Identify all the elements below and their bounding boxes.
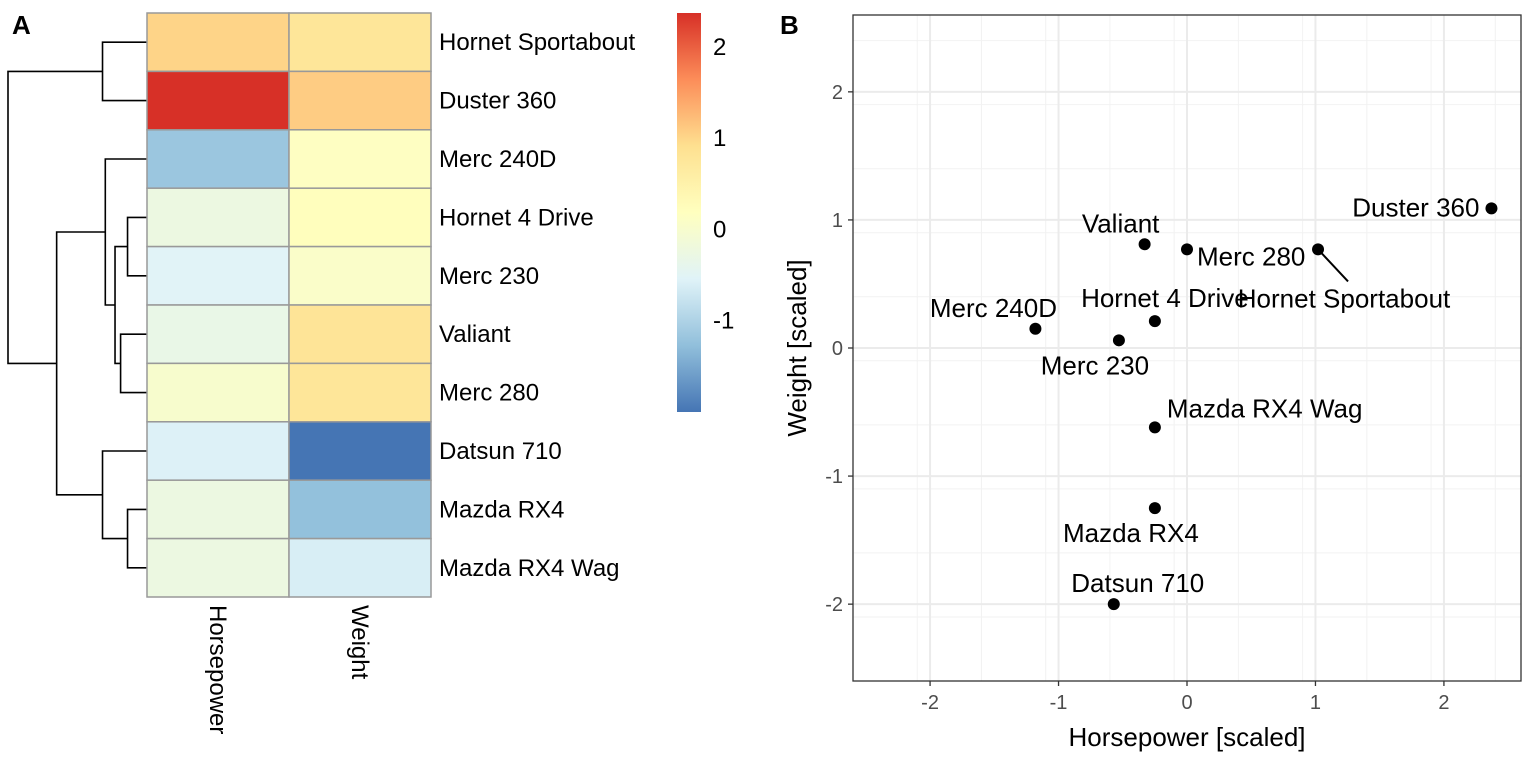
x-tick-label: -2	[921, 692, 939, 714]
colorbar-gradient	[677, 13, 701, 412]
scatter-point	[1112, 334, 1125, 347]
y-tick-label: 2	[832, 82, 843, 104]
scatter-point-label: Hornet 4 Drive	[1081, 283, 1249, 313]
y-tick-label: -1	[825, 466, 843, 488]
heatmap-cell	[146, 421, 290, 481]
heatmap-cell	[146, 304, 290, 365]
heatmap-row-labels: Hornet Sportabout Duster 360 Merc 240D Horn…	[439, 29, 635, 582]
scatter-point-label: Merc 280	[1197, 241, 1305, 271]
scatter-point	[1181, 243, 1193, 256]
scatter-point-label: Valiant	[1082, 208, 1160, 238]
scatter-point-label: Mazda RX4 Wag	[1167, 393, 1363, 423]
heatmap-cell	[288, 129, 432, 189]
heatmap-cell	[288, 70, 432, 131]
x-tick-label: 1	[1310, 692, 1321, 714]
heatmap-cell	[146, 12, 290, 73]
scatter-point-label: Hornet Sportabout	[1238, 283, 1451, 313]
scatter-panel: B -2 -1 0 1 2 -2 -1 0 1 2 Duster 360 Hornet Sporta…	[780, 10, 1522, 752]
x-tick-label: 2	[1438, 692, 1449, 714]
scatter-grid	[852, 15, 1521, 682]
scatter-point	[1148, 421, 1161, 434]
label-leader-line	[1317, 248, 1349, 283]
scatter-point	[1138, 238, 1151, 251]
scatter-point-label: Datsun 710	[1071, 568, 1204, 598]
heatmap-cell	[288, 362, 432, 423]
dendrogram-branch	[7, 70, 103, 365]
dendrogram-branch	[126, 508, 147, 569]
heatmap-cell	[288, 245, 432, 306]
colorbar-tick-label: 2	[713, 34, 726, 61]
heatmap-row-label: Valiant	[439, 321, 511, 348]
scatter-point	[1148, 315, 1161, 328]
heatmap-cell	[146, 70, 290, 131]
scatter-point	[1485, 202, 1498, 215]
heatmap-column-labels: Horsepower Weight	[204, 605, 373, 734]
colorbar: -1 0 1 2	[677, 13, 734, 412]
heatmap-cell	[288, 304, 432, 365]
panel-label-a: A	[12, 10, 31, 40]
heatmap-cell	[288, 479, 432, 540]
scatter-axes: -2 -1 0 1 2 -2 -1 0 1 2	[825, 14, 1522, 714]
scatter-point	[1148, 502, 1161, 515]
heatmap-cell	[288, 421, 432, 481]
scatter-points	[1029, 202, 1498, 611]
dendrogram-branch	[126, 216, 147, 277]
dendrogram-branch	[55, 231, 106, 496]
heatmap-cell	[146, 129, 290, 189]
dendrogram-branch	[101, 450, 147, 540]
colorbar-tick-label: -1	[713, 308, 734, 335]
y-tick-label: 0	[832, 338, 843, 360]
heatmap-row-label: Hornet 4 Drive	[439, 204, 594, 231]
y-tick-label: 1	[832, 210, 843, 232]
colorbar-tick-label: 1	[713, 125, 726, 152]
heatmap-row-label: Merc 280	[439, 380, 539, 407]
y-axis-title: Weight [scaled]	[782, 259, 812, 436]
scatter-point-label: Merc 230	[1041, 350, 1149, 380]
dendrogram	[7, 41, 147, 569]
scatter-point-labels: Duster 360 Hornet Sportabout Merc 280 Valia…	[930, 192, 1480, 598]
heatmap-cell	[288, 537, 432, 598]
dendrogram-branch	[101, 41, 147, 102]
heatmap-cell	[146, 187, 290, 248]
heatmap-column-label: Horsepower	[204, 605, 231, 734]
colorbar-tick-label: 0	[713, 216, 726, 243]
heatmap-cell	[146, 537, 290, 598]
dendrogram-branch	[119, 333, 147, 394]
y-tick-label: -2	[825, 594, 843, 616]
heatmap-row-label: Mazda RX4	[439, 496, 564, 523]
scatter-point-label: Duster 360	[1352, 192, 1479, 222]
dendrogram-branch	[104, 158, 147, 306]
heatmap-cell	[288, 187, 432, 248]
panel-label-b: B	[780, 10, 799, 40]
scatter-point	[1029, 322, 1042, 335]
x-axis-title: Horsepower [scaled]	[1069, 722, 1306, 752]
heatmap-row-label: Merc 240D	[439, 146, 556, 173]
heatmap-cell	[288, 12, 432, 73]
heatmap-cells	[146, 12, 432, 598]
heatmap-row-label: Mazda RX4 Wag	[439, 555, 620, 582]
x-tick-label: 0	[1181, 692, 1192, 714]
x-tick-label: -1	[1050, 692, 1068, 714]
heatmap-cell	[146, 245, 290, 306]
heatmap-cell	[146, 479, 290, 540]
heatmap-row-label: Datsun 710	[439, 438, 562, 465]
scatter-point-label: Mazda RX4	[1063, 518, 1199, 548]
heatmap-cell	[146, 362, 290, 423]
scatter-point-label: Merc 240D	[930, 293, 1057, 323]
heatmap-row-label: Duster 360	[439, 88, 556, 115]
heatmap-row-label: Merc 230	[439, 263, 539, 290]
scatter-point	[1107, 598, 1120, 611]
heatmap-row-label: Hornet Sportabout	[439, 29, 635, 56]
heatmap-column-label: Weight	[346, 605, 373, 680]
